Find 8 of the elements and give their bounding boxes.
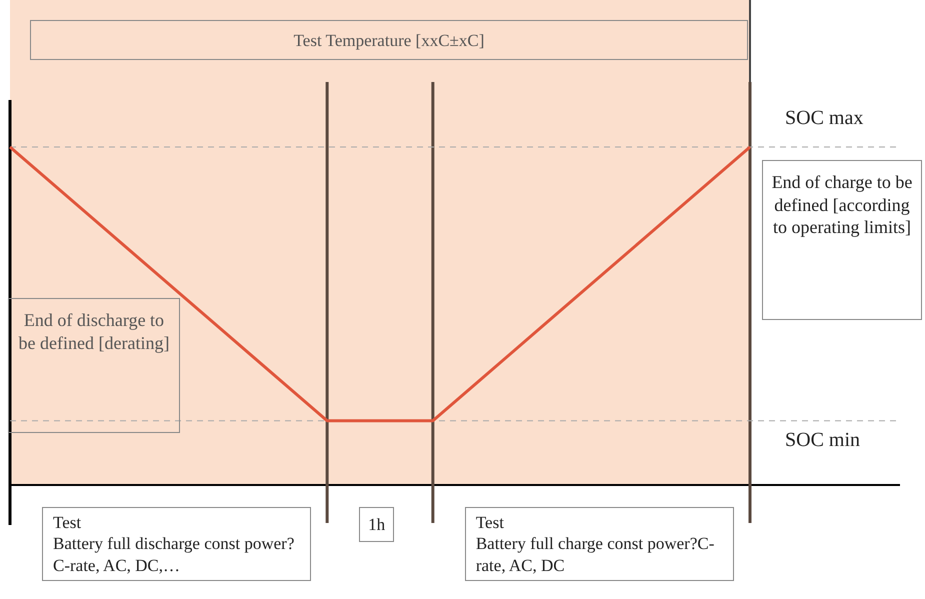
text: End of charge to be defined [according to operating limits] — [762, 160, 922, 320]
ref-line-label: SOC max — [785, 107, 864, 130]
text: 1h — [359, 507, 394, 542]
annotation: End of discharge to be defined [derating] — [8, 298, 180, 433]
text: Test Temperature [xxC±xC] — [30, 20, 748, 60]
ref-line-label: SOC min — [785, 428, 860, 452]
text: Test Battery full charge const power?C-rate, AC, DC — [464, 507, 734, 581]
text: Test Battery full discharge const power?C-rate, AC, DC,… — [42, 507, 312, 581]
